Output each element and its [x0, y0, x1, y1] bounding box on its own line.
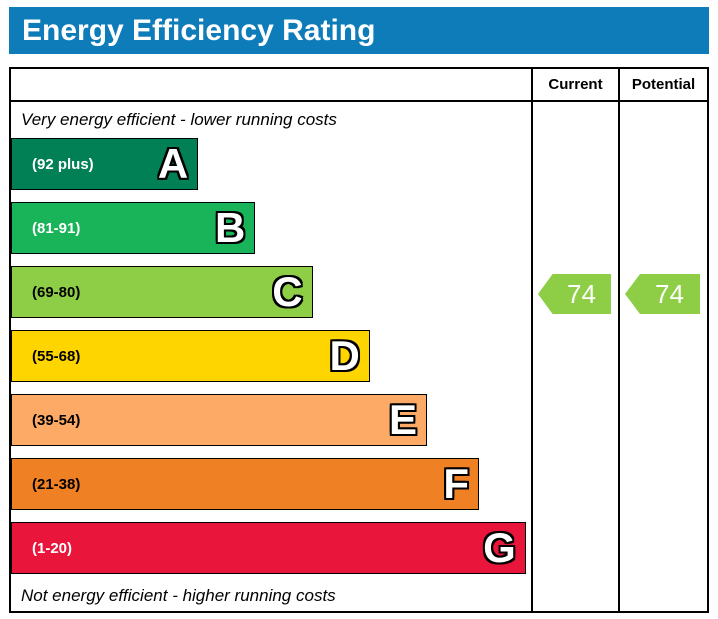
- band-row-e: (39-54) E: [11, 394, 531, 446]
- band-d: (55-68) D: [11, 330, 370, 382]
- band-g: (1-20) G: [11, 522, 526, 574]
- band-letter: D: [329, 332, 360, 379]
- page-title: Energy Efficiency Rating: [9, 7, 709, 54]
- band-row-b: (81-91) B: [11, 202, 531, 254]
- band-range-label: (39-54): [32, 411, 81, 429]
- band-row-d: (55-68) D: [11, 330, 531, 382]
- band-row-c: (69-80) C: [11, 266, 531, 318]
- band-letter: A: [157, 140, 189, 187]
- band-row-g: (1-20) G: [11, 522, 531, 574]
- current-rating-value: 74: [567, 278, 596, 309]
- band-a: (92 plus) A: [11, 138, 199, 190]
- band-row-a: (92 plus) A: [11, 138, 531, 190]
- header-spacer: [11, 69, 531, 102]
- band-c: (69-80) C: [11, 266, 313, 318]
- bottom-caption: Not energy efficient - higher running co…: [21, 586, 336, 605]
- band-e: (39-54) E: [11, 394, 427, 446]
- epc-chart: Current Potential Very energy efficient …: [9, 67, 709, 613]
- potential-rating-value: 74: [655, 278, 684, 309]
- current-column-header: Current: [531, 69, 618, 102]
- band-letter: G: [483, 524, 516, 571]
- current-column: 74: [531, 102, 618, 611]
- band-range-label: (21-38): [32, 475, 81, 493]
- bands: (92 plus) A (81-91) B (69-80) C (55-68) D (39-54…: [11, 138, 531, 586]
- band-range-label: (81-91): [32, 219, 81, 237]
- band-range-label: (1-20): [32, 539, 73, 557]
- band-range-label: (69-80): [32, 283, 81, 301]
- band-range-label: (55-68): [32, 347, 81, 365]
- potential-rating-arrow: 74: [625, 274, 700, 314]
- band-b: (81-91) B: [11, 202, 256, 254]
- band-range-label: (92 plus): [32, 155, 94, 173]
- band-letter: E: [388, 396, 417, 443]
- top-caption: Very energy efficient - lower running co…: [21, 110, 337, 129]
- band-letter: B: [215, 204, 246, 251]
- band-f: (21-38) F: [11, 458, 479, 510]
- band-letter: C: [272, 268, 303, 315]
- band-row-f: (21-38) F: [11, 458, 531, 510]
- potential-column: 74: [618, 102, 707, 611]
- current-rating-arrow: 74: [538, 274, 611, 314]
- potential-column-header: Potential: [618, 69, 707, 102]
- band-area: Very energy efficient - lower running co…: [11, 102, 531, 611]
- band-letter: F: [443, 460, 469, 507]
